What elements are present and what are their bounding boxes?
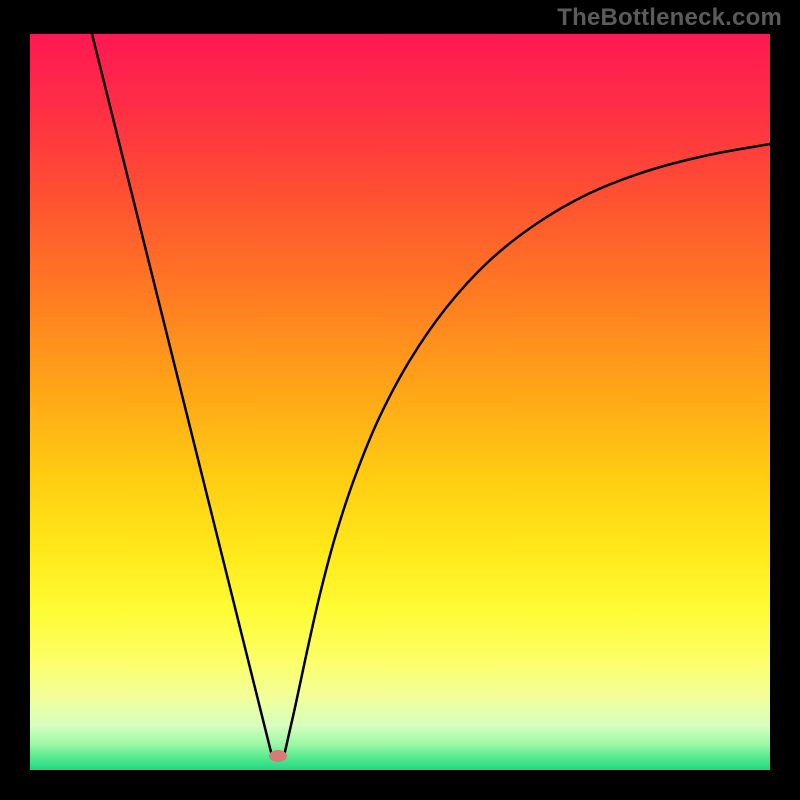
optimal-point-marker: [269, 750, 287, 762]
plot-area: [30, 34, 770, 770]
bottleneck-curve: [30, 34, 770, 770]
watermark-text: TheBottleneck.com: [557, 4, 782, 32]
